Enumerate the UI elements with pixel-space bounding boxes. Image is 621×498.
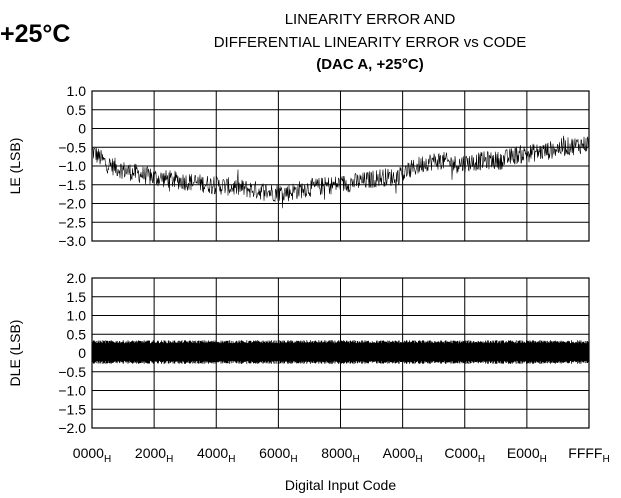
x-tick-label: 8000H xyxy=(321,445,359,465)
y-tick-label: 0 xyxy=(78,345,86,361)
plot-frame xyxy=(91,90,590,242)
le-series-line xyxy=(92,135,589,209)
x-tick-label: 4000H xyxy=(197,445,235,465)
y-tick-label: 0.5 xyxy=(67,326,87,342)
y-tick-label: −1.0 xyxy=(58,158,86,174)
y-tick-label: 0.5 xyxy=(67,102,87,118)
y-tick-label: 1.5 xyxy=(67,289,87,305)
x-tick-label: C000H xyxy=(444,445,485,465)
y-axis-label: DLE (LSB) xyxy=(7,320,23,387)
y-tick-label: −0.5 xyxy=(58,364,86,380)
chart-title-line-1: LINEARITY ERROR AND xyxy=(284,11,456,28)
x-axis-label: Digital Input Code xyxy=(285,477,397,493)
x-tick-label: 0000H xyxy=(73,445,111,465)
panel-dle: 2.0 1.5 1.0 0.5 0 −0.5 −1.0 −1.5 −2.0 DLE (LSB) xyxy=(7,270,590,436)
y-tick-label: −2.0 xyxy=(58,196,86,212)
x-tick-label: E000H xyxy=(507,445,547,465)
y-tick-label: −2.5 xyxy=(58,214,86,230)
chart-title-line-2: DIFFERENTIAL LINEARITY ERROR vs CODE xyxy=(213,34,527,51)
panel-le: 1.0 0.5 0 −0.5 −1.0 −1.5 −2.0 −2.5 −3.0 LE (LSB) xyxy=(7,83,590,249)
chart-subtitle: (DAC A, +25°C) xyxy=(316,56,424,73)
y-tick-label: 1.0 xyxy=(67,308,87,324)
y-tick-label: −1.5 xyxy=(58,177,86,193)
y-tick-label: −1.5 xyxy=(58,401,86,417)
y-tick-label: −2.0 xyxy=(58,420,86,436)
y-tick-label: 2.0 xyxy=(67,270,87,286)
temperature-label: +25°C xyxy=(0,20,71,48)
dle-series-line xyxy=(92,340,589,364)
x-tick-label: 6000H xyxy=(259,445,297,465)
y-tick-label: 0 xyxy=(78,121,86,137)
y-tick-label: −0.5 xyxy=(58,139,86,155)
y-tick-label: −1.0 xyxy=(58,383,86,399)
x-tick-label: A000H xyxy=(383,445,423,465)
x-tick-label: FFFFH xyxy=(568,445,609,465)
y-tick-label: 1.0 xyxy=(67,83,87,99)
x-tick-label: 2000H xyxy=(135,445,173,465)
y-tick-label: −3.0 xyxy=(58,233,86,249)
y-axis-label: LE (LSB) xyxy=(7,138,23,195)
